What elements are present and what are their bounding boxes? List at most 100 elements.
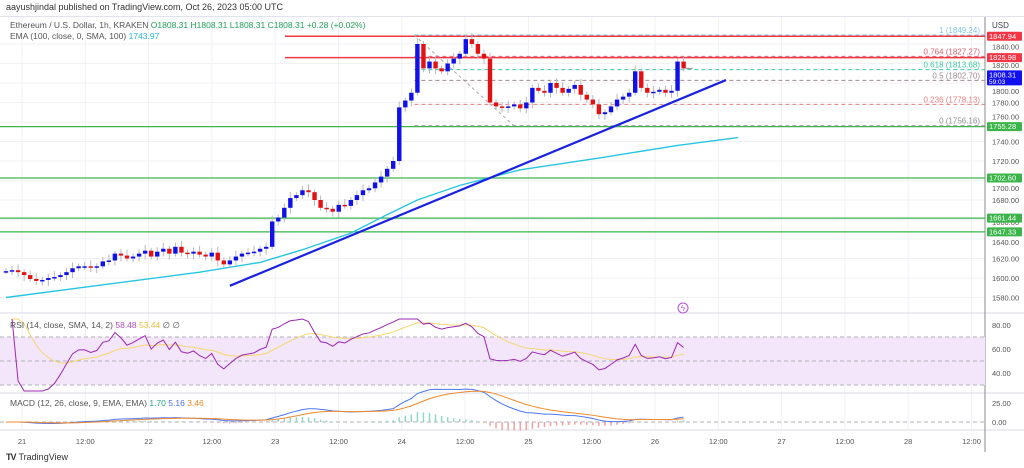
price-tick-label: 1740.00 [992, 138, 1019, 147]
candle [330, 208, 335, 212]
candle [421, 44, 426, 69]
candle [76, 266, 81, 269]
candle [312, 192, 317, 200]
trendline [229, 79, 727, 287]
candle [276, 217, 281, 222]
price-badge [987, 70, 1022, 86]
time-tick-label: 22 [144, 437, 152, 446]
candle [669, 90, 674, 93]
candle [354, 195, 360, 200]
price-tick-label: 1780.00 [992, 99, 1019, 108]
candle [106, 260, 112, 262]
candle [548, 83, 553, 93]
candle [518, 104, 523, 109]
candle [336, 204, 341, 212]
candle [499, 106, 505, 108]
fib-level-label: 1 (1849.24) [939, 26, 980, 35]
candle [197, 251, 202, 255]
ema-legend: EMA (100, close, 0, SMA, 100) 1743.97 [10, 31, 159, 41]
price-tick-label: 1600.00 [992, 274, 1019, 283]
candle [536, 87, 541, 91]
price-badge [987, 53, 1022, 63]
fib-level-label: 0.5 (1802.70) [932, 71, 980, 80]
candle [324, 207, 329, 210]
price-badge [987, 227, 1022, 237]
candle [578, 84, 583, 95]
candle [372, 182, 378, 189]
candle [481, 53, 487, 59]
candle [681, 61, 686, 69]
candle [130, 256, 136, 259]
candle [608, 106, 614, 113]
candle [360, 190, 366, 196]
price-tick-label: 1640.00 [992, 238, 1019, 247]
price-badge-label: 1702.60 [989, 173, 1016, 182]
price-badge [987, 173, 1022, 183]
candle [493, 102, 499, 107]
candle [149, 250, 154, 257]
candle [34, 278, 39, 281]
price-tick-label: 1800.00 [992, 87, 1019, 96]
candle [566, 88, 571, 93]
candle [257, 248, 263, 252]
candle [263, 246, 269, 249]
countdown-label: 59:03 [989, 79, 1006, 86]
candle [626, 92, 632, 97]
price-tick-label: 1680.00 [992, 196, 1019, 205]
candle [191, 251, 196, 254]
symbol-title: Ethereum / U.S. Dollar, 1h, KRAKEN [10, 20, 149, 30]
candle [58, 275, 63, 278]
symbol-legend: Ethereum / U.S. Dollar, 1h, KRAKEN O1808… [10, 20, 365, 30]
candle [378, 176, 384, 183]
candle [512, 104, 517, 107]
candle [439, 68, 444, 72]
candle [572, 84, 577, 89]
candle [639, 71, 644, 88]
brand-name: TradingView [18, 452, 69, 462]
price-badge-label: 1825.98 [989, 53, 1016, 62]
time-tick-label: 12:00 [456, 437, 475, 446]
candle [112, 253, 118, 261]
candle [282, 207, 287, 218]
macd-tick-label: 0.00 [992, 418, 1007, 427]
candle [633, 71, 638, 93]
fib-level-label: 0.764 (1827.27) [924, 47, 981, 56]
candle [227, 260, 233, 265]
candle [3, 271, 9, 273]
candle [215, 252, 220, 261]
time-tick-label: 12:00 [836, 437, 855, 446]
candle [427, 61, 432, 69]
candle [469, 39, 475, 44]
rsi-extra-1: ∅ [162, 320, 171, 330]
candle [645, 87, 650, 93]
candle [457, 53, 462, 59]
time-tick-label: 26 [651, 437, 659, 446]
candle [620, 96, 626, 100]
change-value: +0.28 (+0.02%) [306, 20, 366, 30]
time-tick-label: 12:00 [709, 437, 728, 446]
candle [463, 39, 468, 54]
candle [21, 272, 27, 276]
candle [475, 44, 481, 54]
candle [397, 107, 402, 161]
candle [15, 270, 21, 273]
price-badge-label: 1647.33 [989, 227, 1016, 236]
fib-level-label: 0.236 (1778.13) [924, 95, 981, 104]
rsi-tick-label: 40.00 [992, 369, 1011, 378]
candle [294, 195, 299, 199]
price-badge-label: 1661.44 [989, 214, 1016, 223]
macd-signal-value: 5.16 [168, 398, 185, 408]
candle [167, 248, 172, 254]
candle [505, 106, 511, 108]
macd-legend: MACD (12, 26, close, 9, EMA, EMA) 1.70 5… [10, 398, 204, 408]
price-tick-label: 1720.00 [992, 157, 1019, 166]
rsi-tick-label: 60.00 [992, 345, 1011, 354]
candle [94, 266, 99, 268]
candle [221, 260, 226, 265]
time-tick-label: 27 [777, 437, 785, 446]
open-value: O1808.31 [150, 20, 189, 30]
currency-label[interactable]: USD [992, 21, 1009, 30]
tradingview-brand[interactable]: TV TradingView [6, 452, 68, 462]
tradingview-logo-icon: TV [6, 452, 16, 462]
